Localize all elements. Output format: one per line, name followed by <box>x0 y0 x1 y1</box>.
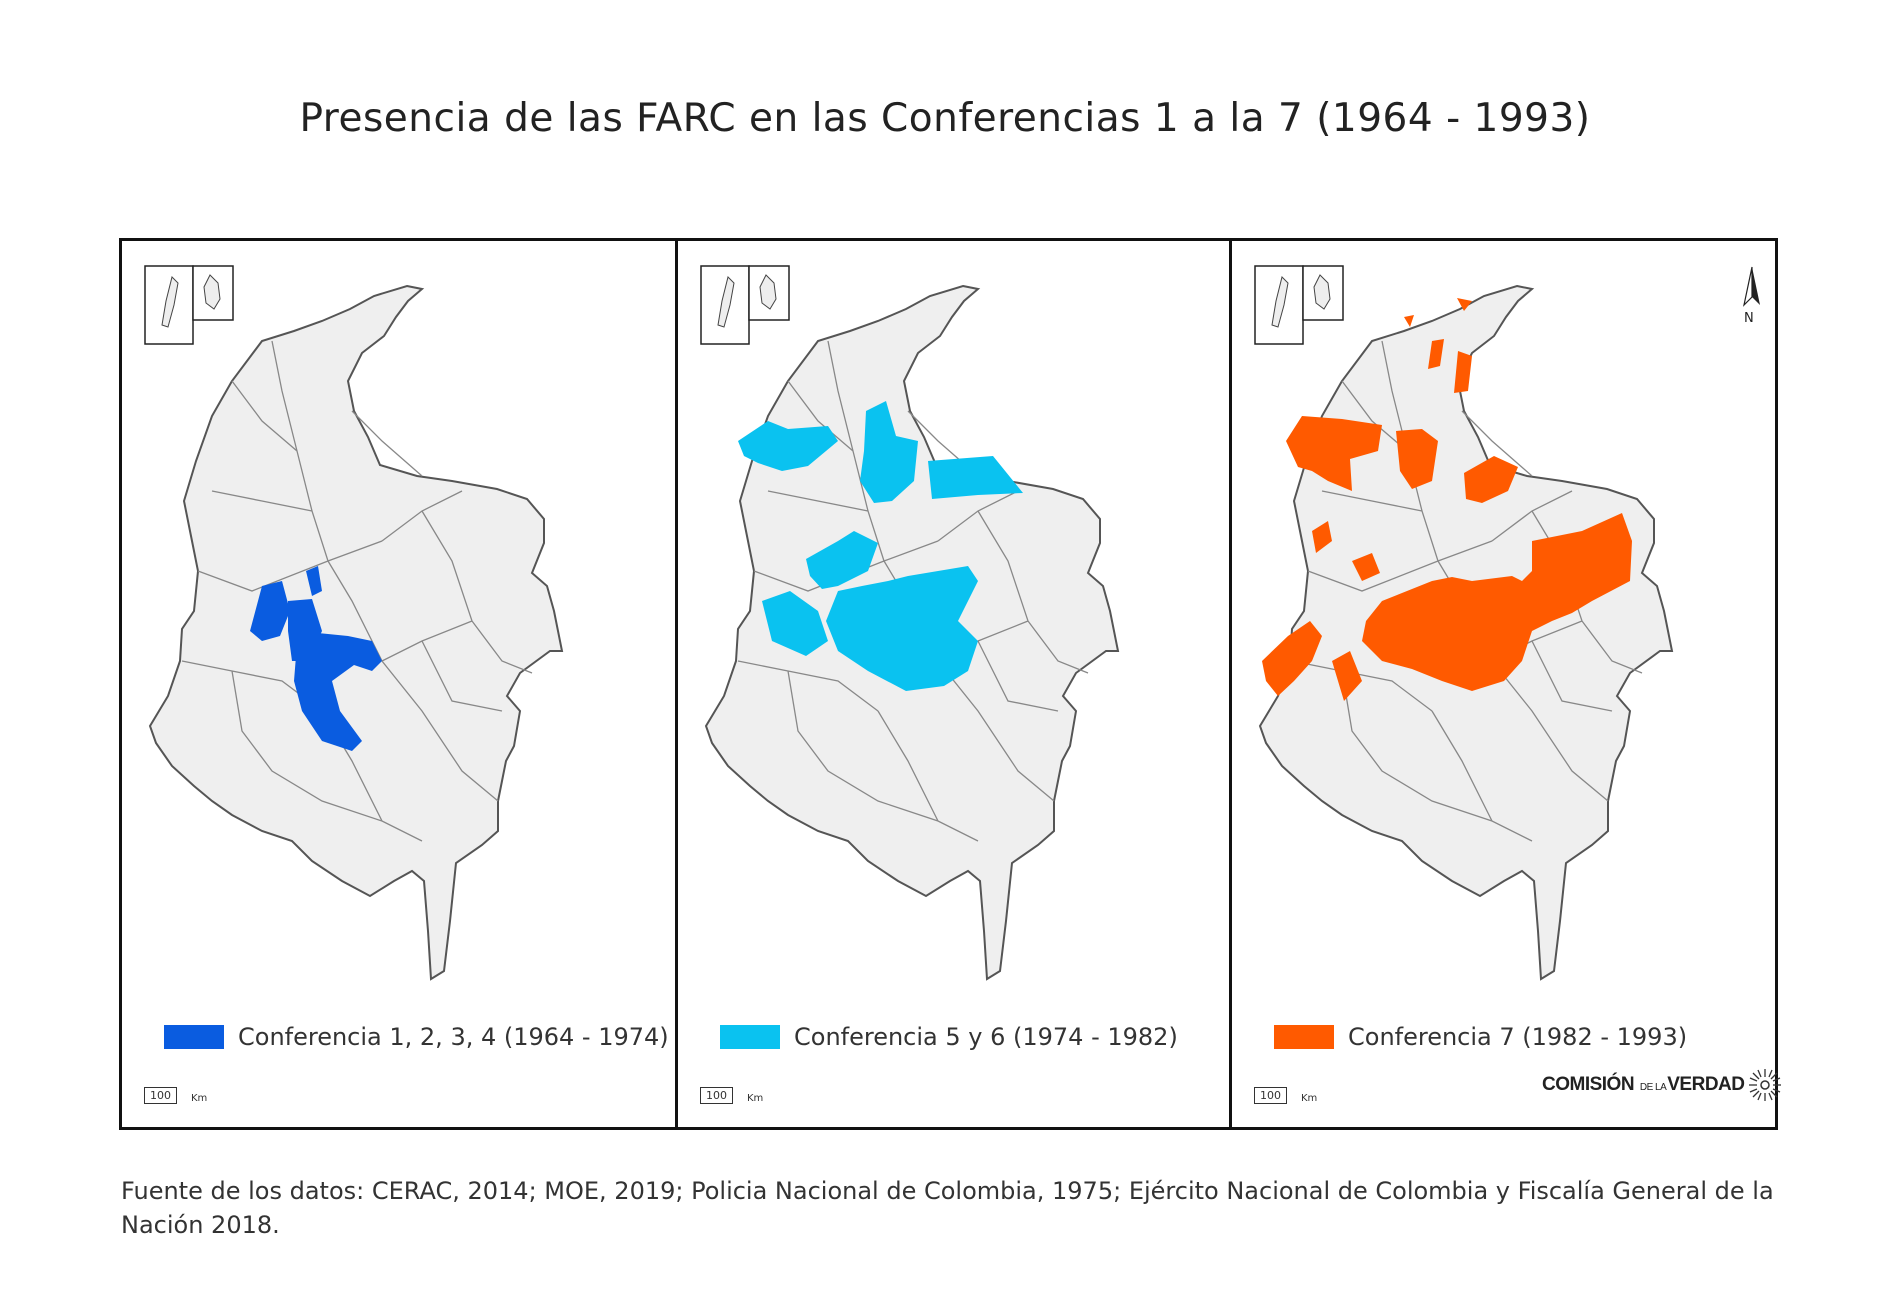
map-panel-2: Conferencia 5 y 6 (1974 - 1982) 100 Km <box>675 241 1230 1127</box>
scale-unit: Km <box>747 1093 764 1104</box>
scale-value: 100 <box>144 1087 177 1104</box>
department-borders <box>181 340 533 842</box>
map-panel-3: N Conferencia 7 (1982 - 1993) 100 Km COM… <box>1229 241 1784 1127</box>
scale-value: 100 <box>1254 1087 1287 1104</box>
north-label: N <box>1744 311 1754 326</box>
legend-label: Conferencia 1, 2, 3, 4 (1964 - 1974) <box>238 1023 669 1051</box>
legend: Conferencia 5 y 6 (1974 - 1982) <box>720 1023 1178 1051</box>
scale-unit: Km <box>1301 1093 1318 1104</box>
map-panel-1: Conferencia 1, 2, 3, 4 (1964 - 1974) 100… <box>122 241 674 1127</box>
colombia-outline <box>148 284 564 981</box>
islands-inset <box>700 265 790 345</box>
logo-emblem-icon <box>1749 1069 1782 1101</box>
colombia-map <box>148 284 564 981</box>
farc-presence-area <box>738 401 1023 691</box>
colombia-map <box>1258 284 1674 981</box>
legend-label: Conferencia 5 y 6 (1974 - 1982) <box>794 1023 1178 1051</box>
north-arrow-icon <box>1742 266 1760 307</box>
scale-bar: 100 Km <box>700 1087 763 1104</box>
farc-presence-area <box>1262 298 1632 701</box>
scale-unit: Km <box>191 1093 208 1104</box>
legend: Conferencia 7 (1982 - 1993) <box>1274 1023 1687 1051</box>
legend-label: Conferencia 7 (1982 - 1993) <box>1348 1023 1688 1051</box>
scale-bar: 100 Km <box>144 1087 207 1104</box>
islands-inset <box>1254 265 1344 345</box>
islands-inset <box>144 265 234 345</box>
scale-bar: 100 Km <box>1254 1087 1317 1104</box>
data-source-note: Fuente de los datos: CERAC, 2014; MOE, 2… <box>121 1177 1774 1239</box>
farc-presence-area <box>250 566 382 751</box>
map-frame: Conferencia 1, 2, 3, 4 (1964 - 1974) 100… <box>119 238 1782 1130</box>
logo-text: COMISIÓN DE LAVERDAD <box>1542 1074 1745 1095</box>
scale-value: 100 <box>700 1087 733 1104</box>
colombia-map <box>704 284 1120 981</box>
legend: Conferencia 1, 2, 3, 4 (1964 - 1974) <box>164 1023 669 1051</box>
legend-swatch <box>720 1025 780 1049</box>
comision-verdad-logo: COMISIÓN DE LAVERDAD <box>1542 1067 1783 1103</box>
legend-swatch <box>1274 1025 1334 1049</box>
map-title: Presencia de las FARC en las Conferencia… <box>299 96 1591 141</box>
legend-swatch <box>164 1025 224 1049</box>
